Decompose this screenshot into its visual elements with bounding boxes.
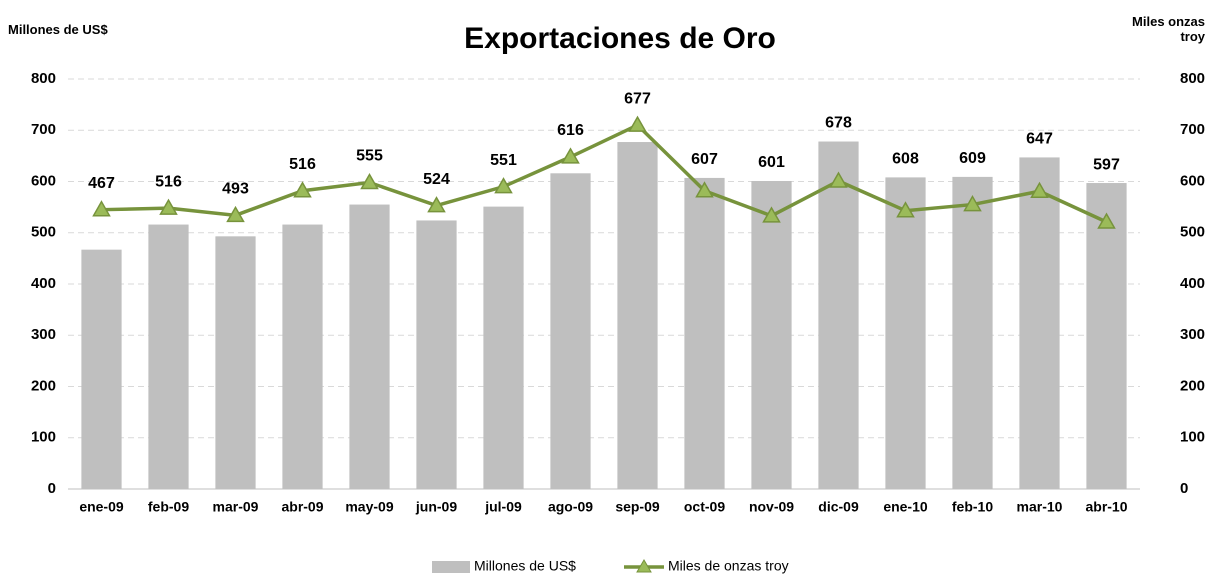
- bar: [751, 180, 792, 490]
- bar: [617, 142, 658, 489]
- y2-tick-label: 400: [1180, 275, 1205, 292]
- y2-axis-label: Miles onzas troy: [1132, 14, 1205, 44]
- y2-tick-label: 600: [1180, 172, 1205, 189]
- line: [101, 123, 1108, 224]
- y2-tick-label: 200: [1180, 377, 1205, 394]
- y-tick-label: 600: [31, 172, 56, 189]
- bar: [1086, 183, 1127, 489]
- bar: [1019, 157, 1060, 489]
- y-tick-label: 700: [31, 121, 56, 138]
- x-tick-label: nov-09: [749, 499, 794, 515]
- line-marker: [561, 147, 580, 164]
- bar: [416, 220, 457, 489]
- x-tick-label: jul-09: [484, 499, 522, 515]
- data-label: 677: [624, 90, 651, 107]
- data-label: 551: [490, 152, 517, 169]
- bar: [818, 141, 859, 489]
- x-tick-label: mar-10: [1017, 499, 1063, 515]
- legend-label: Millones de US$: [474, 558, 576, 574]
- bar: [349, 204, 390, 489]
- line-marker: [1030, 181, 1049, 198]
- bar: [885, 177, 926, 489]
- y-tick-label: 200: [31, 377, 56, 394]
- data-label: 467: [88, 175, 115, 192]
- line-marker: [829, 171, 848, 188]
- chart-title: Exportaciones de Oro: [464, 22, 776, 55]
- x-tick-label: jun-09: [415, 499, 457, 515]
- data-label: 555: [356, 148, 383, 165]
- bar: [215, 236, 256, 489]
- data-label: 607: [691, 151, 718, 168]
- bar: [684, 177, 725, 489]
- data-label: 516: [289, 156, 316, 173]
- line-marker: [494, 177, 513, 194]
- x-tick-label: feb-10: [952, 499, 993, 515]
- data-label: 678: [825, 115, 852, 132]
- bar: [81, 249, 122, 489]
- x-tick-label: ene-09: [79, 499, 124, 515]
- y-tick-label: 800: [31, 70, 56, 87]
- data-label: 601: [758, 154, 785, 171]
- data-label: 608: [892, 151, 919, 168]
- x-tick-label: oct-09: [684, 499, 725, 515]
- x-tick-label: ago-09: [548, 499, 593, 515]
- bar: [550, 173, 591, 490]
- x-tick-label: ene-10: [883, 499, 928, 515]
- legend-label: Miles de onzas troy: [668, 558, 789, 574]
- x-tick-label: may-09: [345, 499, 393, 515]
- y-tick-label: 500: [31, 224, 56, 241]
- line-marker: [896, 201, 915, 218]
- y2-tick-label: 100: [1180, 429, 1205, 446]
- data-label: 647: [1026, 131, 1053, 148]
- y-tick-label: 0: [48, 480, 56, 497]
- line-marker: [360, 173, 379, 190]
- y2-tick-label: 300: [1180, 326, 1205, 343]
- data-label: 524: [423, 171, 450, 188]
- y-tick-label: 300: [31, 326, 56, 343]
- y2-tick-label: 0: [1180, 480, 1188, 497]
- line-marker: [427, 196, 446, 213]
- y-axis-label: Millones de US$: [8, 22, 108, 37]
- x-tick-label: mar-09: [213, 499, 259, 515]
- bar: [148, 224, 189, 490]
- x-tick-label: abr-10: [1085, 499, 1127, 515]
- line-marker: [159, 198, 178, 215]
- line-marker: [963, 195, 982, 212]
- legend-swatch: [432, 561, 470, 573]
- data-label: 516: [155, 173, 182, 190]
- line-marker: [293, 181, 312, 198]
- line-marker: [1097, 212, 1116, 229]
- x-tick-label: abr-09: [281, 499, 323, 515]
- y-tick-label: 400: [31, 275, 56, 292]
- line-marker: [628, 115, 647, 132]
- legend-swatch: [636, 559, 652, 573]
- bar: [952, 176, 993, 489]
- line-marker: [92, 200, 111, 217]
- y2-tick-label: 700: [1180, 121, 1205, 138]
- data-label: 609: [959, 150, 986, 167]
- y2-tick-label: 800: [1180, 70, 1205, 87]
- data-label: 493: [222, 181, 249, 198]
- line-marker: [226, 205, 245, 223]
- y2-tick-label: 500: [1180, 224, 1205, 241]
- data-label: 597: [1093, 156, 1120, 173]
- x-tick-label: feb-09: [148, 499, 189, 515]
- line-marker: [762, 206, 781, 223]
- y-tick-label: 100: [31, 429, 56, 446]
- line-marker: [695, 181, 714, 198]
- bar: [282, 224, 323, 490]
- bar: [483, 206, 524, 490]
- x-tick-label: dic-09: [818, 499, 859, 515]
- x-tick-label: sep-09: [615, 499, 660, 515]
- data-label: 616: [557, 122, 584, 139]
